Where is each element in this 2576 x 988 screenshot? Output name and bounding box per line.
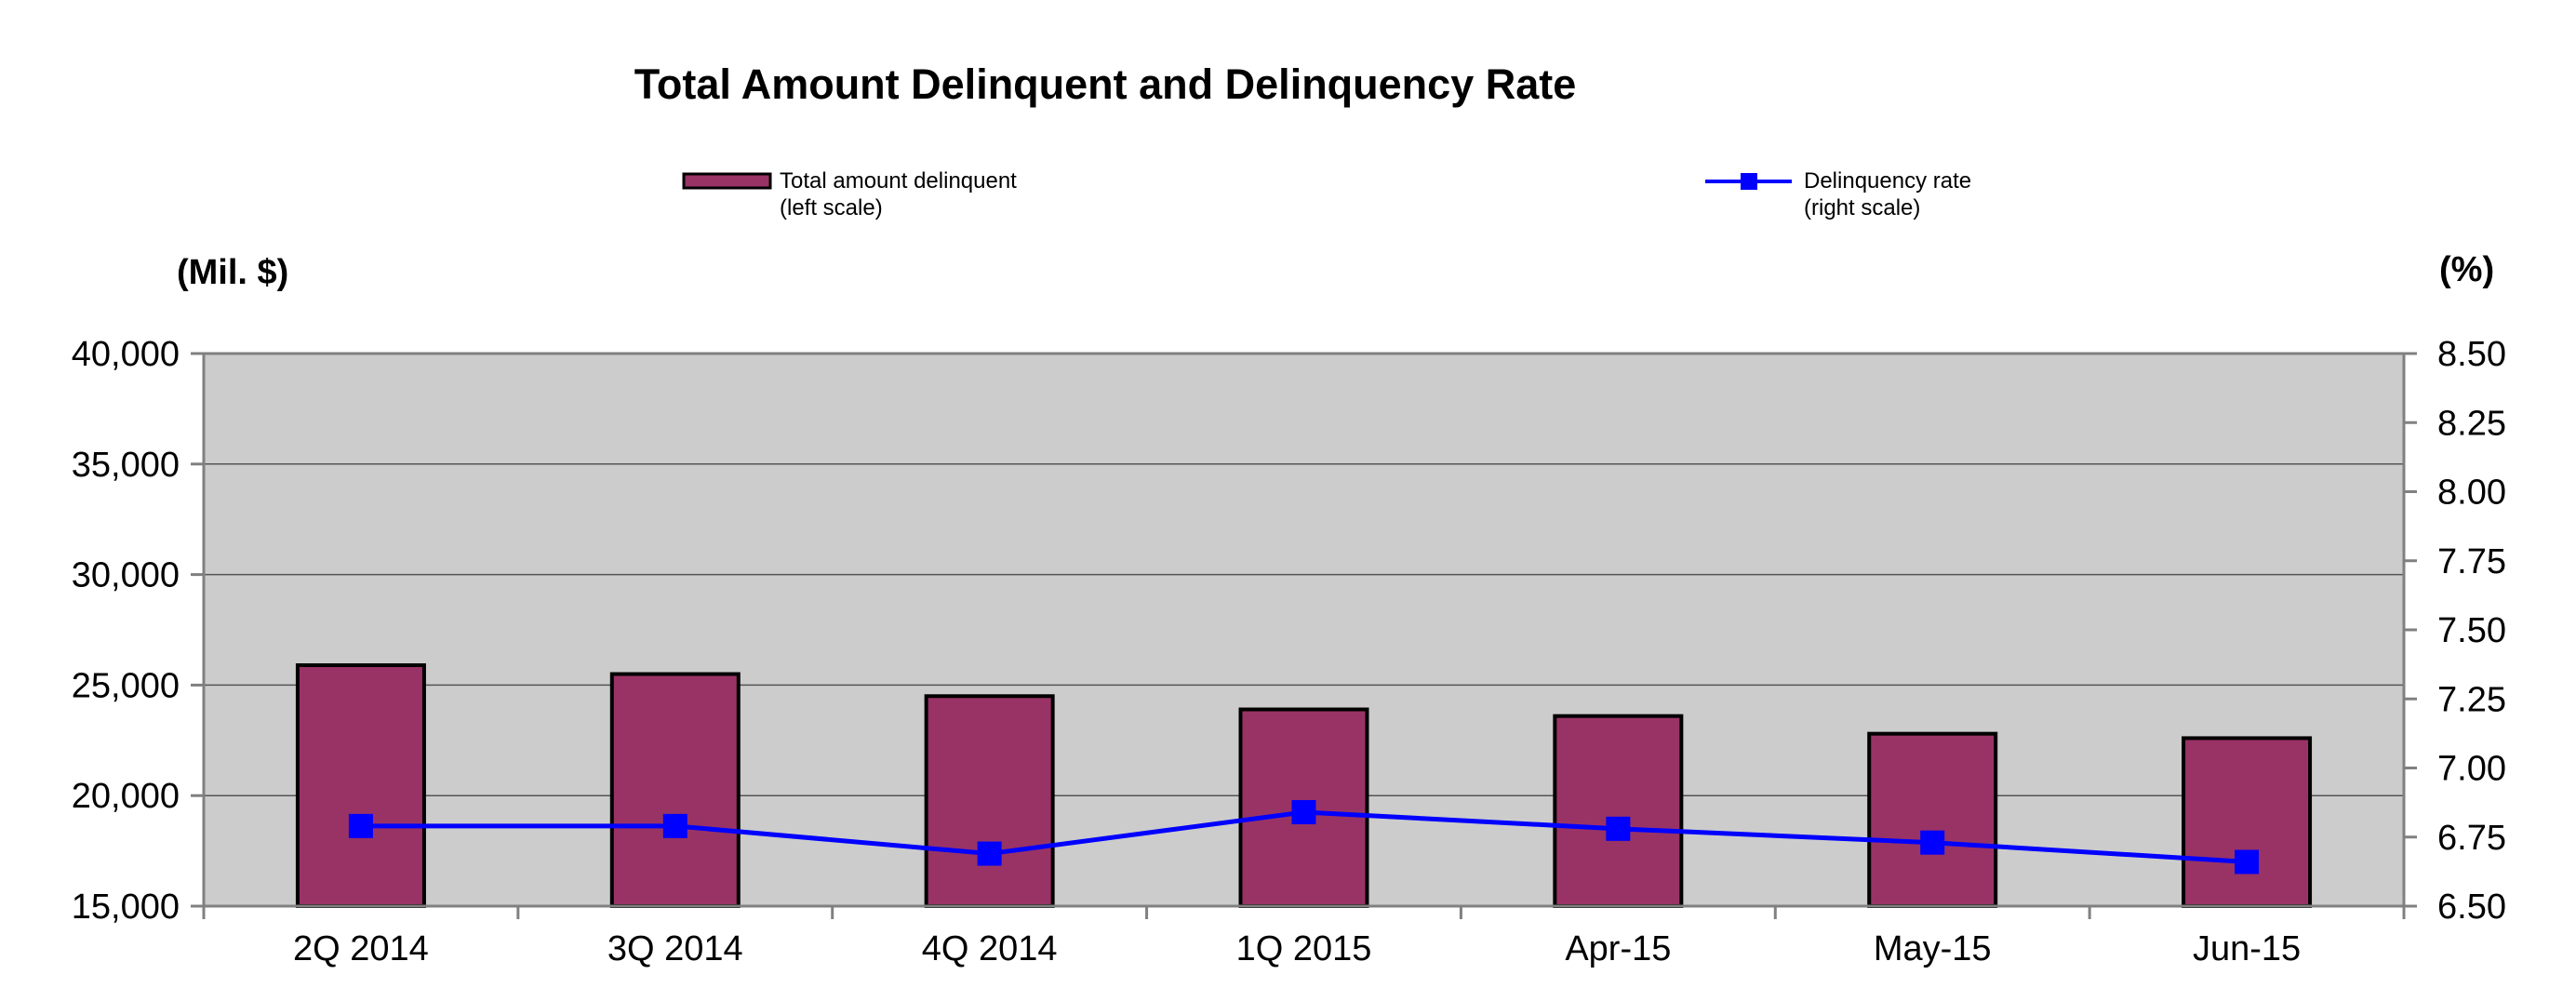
bar [609,672,741,909]
legend-label-line-line2: (right scale) [1804,195,1920,220]
rate-marker [662,813,687,838]
right-tick-label: 7.75 [2437,542,2506,581]
legend-label-bar-line1: Total amount delinquent [780,168,1017,194]
bar [2182,736,2313,909]
right-tick-label: 7.00 [2437,750,2506,789]
right-axis-unit: (%) [2439,250,2494,289]
bar [1553,714,1684,908]
x-tick-label: 1Q 2015 [1236,929,1372,968]
bar [1867,731,1998,908]
bar [1238,707,1369,909]
right-tick-label: 8.25 [2437,404,2506,443]
legend-item-bar: Total amount delinquent (left scale) [682,168,1017,220]
x-tick-label: 3Q 2014 [607,929,743,968]
right-tick-label: 6.50 [2437,888,2506,927]
rate-marker [1606,816,1631,841]
rate-marker [1291,800,1316,825]
bar [295,663,426,908]
rate-marker [2235,849,2260,875]
chart-title: Total Amount Delinquent and Delinquency … [634,60,1577,108]
right-tick-label: 7.50 [2437,611,2506,650]
bar [924,694,1055,909]
left-tick-label: 40,000 [72,335,180,374]
x-tick-label: May-15 [1874,929,1992,968]
x-tick-label: Apr-15 [1565,929,1671,968]
left-tick-label: 35,000 [72,446,180,485]
x-tick-label: 2Q 2014 [293,929,429,968]
legend: Total amount delinquent (left scale) Del… [682,168,1971,220]
legend-label-line-line1: Delinquency rate [1804,168,1971,194]
legend-label-bar-line2: (left scale) [780,195,883,220]
left-tick-label: 25,000 [72,666,180,705]
left-axis-unit: (Mil. $) [177,253,288,292]
right-tick-label: 7.25 [2437,680,2506,719]
left-tick-label: 20,000 [72,777,180,816]
legend-swatch-marker [1741,173,1757,190]
rate-marker [1920,830,1945,855]
rate-marker [348,813,373,838]
rate-marker [977,841,1002,866]
right-tick-label: 6.75 [2437,819,2506,858]
x-tick-label: Jun-15 [2193,929,2301,968]
left-tick-label: 30,000 [72,556,180,595]
right-tick-label: 8.50 [2437,335,2506,374]
left-tick-label: 15,000 [72,888,180,927]
right-tick-label: 8.00 [2437,474,2506,513]
plot-area: 15,000 20,000 25,000 30,000 35,000 40,000 6.50… [72,335,2506,968]
legend-item-line: Delinquency rate (right scale) [1705,168,1971,220]
x-tick-label: 4Q 2014 [922,929,1058,968]
legend-swatch-bar [682,172,772,190]
